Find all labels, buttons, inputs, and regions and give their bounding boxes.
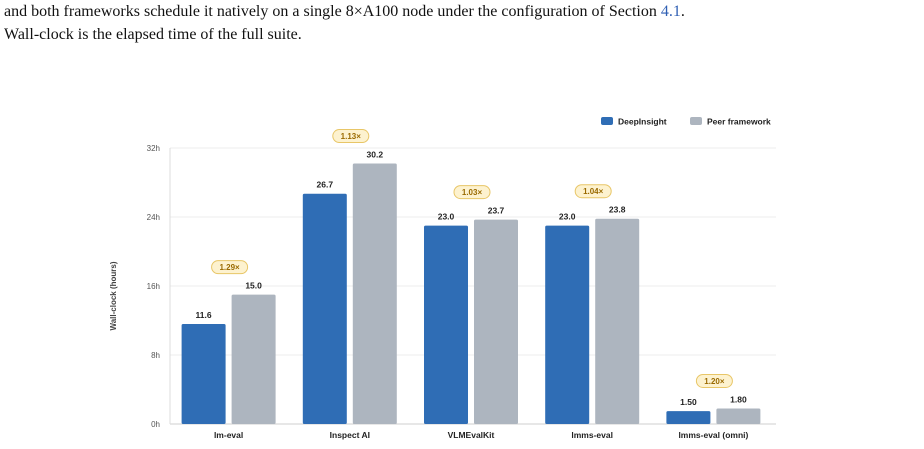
speedup-label: 1.29× xyxy=(219,263,240,272)
data-label: 1.50 xyxy=(680,397,697,407)
data-label: 23.0 xyxy=(559,212,576,222)
category-label: lmms-eval xyxy=(571,430,613,440)
bars: 11.6 15.0 1.29× lm-eval 26.7 30.2 1.13× Inspect… xyxy=(181,129,761,440)
y-tick-label: 32h xyxy=(147,144,160,153)
speedup-badge xyxy=(211,260,249,275)
data-label: 11.6 xyxy=(196,310,212,320)
speedup-label: 1.03× xyxy=(462,188,483,197)
y-tick-label: 24h xyxy=(147,213,160,222)
data-label: 1.80 xyxy=(730,394,747,404)
y-axis-ticks: 0h 8h 16h 24h 32h xyxy=(147,144,160,429)
y-tick-label: 16h xyxy=(147,282,160,291)
figure-caption: and both frameworks schedule it natively… xyxy=(4,0,920,46)
speedup-badge xyxy=(574,184,612,199)
category-label: lm-eval xyxy=(214,430,243,440)
data-label: 30.2 xyxy=(367,150,384,160)
speedup-badge xyxy=(332,129,370,144)
bar-peer xyxy=(352,163,397,424)
data-label: 23.0 xyxy=(438,212,455,222)
legend-swatch-peer xyxy=(690,117,702,125)
section-reference-link[interactable]: 4.1 xyxy=(660,3,681,20)
legend: DeepInsight Peer framework xyxy=(601,117,771,127)
data-label: 23.8 xyxy=(609,205,626,215)
data-label: 23.7 xyxy=(488,206,505,216)
bar-peer xyxy=(231,294,276,424)
y-tick-label: 0h xyxy=(151,420,160,429)
legend-swatch-deepinsight xyxy=(601,117,613,125)
bar-deepinsight xyxy=(666,411,711,424)
speedup-label: 1.04× xyxy=(583,187,604,196)
caption-line-2: Wall-clock is the elapsed time of the fu… xyxy=(4,26,302,43)
caption-line-1: and both frameworks schedule it natively… xyxy=(4,0,920,23)
legend-label: Peer framework xyxy=(707,117,771,127)
category-label: Inspect AI xyxy=(330,430,370,440)
bar-deepinsight xyxy=(181,323,226,424)
bar-peer xyxy=(474,219,518,424)
caption-text-b: . xyxy=(680,3,685,20)
speedup-label: 1.20× xyxy=(704,377,725,386)
category-label: VLMEvalKit xyxy=(448,430,495,440)
legend-label: DeepInsight xyxy=(618,117,667,127)
speedup-badge xyxy=(695,373,733,388)
bar-deepinsight xyxy=(545,225,590,424)
y-tick-label: 8h xyxy=(151,351,160,360)
data-label: 15.0 xyxy=(245,281,262,291)
speedup-badge xyxy=(453,185,491,200)
bar-deepinsight xyxy=(302,193,347,424)
bar-peer xyxy=(716,408,761,424)
speedup-label: 1.13× xyxy=(341,132,362,141)
caption-text-a: and both frameworks schedule it natively… xyxy=(4,3,661,20)
bar-deepinsight xyxy=(424,225,468,424)
category-label: lmms-eval (omni) xyxy=(678,430,748,440)
bar-peer xyxy=(595,218,640,424)
y-axis-label: Wall-clock (hours) xyxy=(109,261,118,330)
data-label: 26.7 xyxy=(317,180,334,190)
